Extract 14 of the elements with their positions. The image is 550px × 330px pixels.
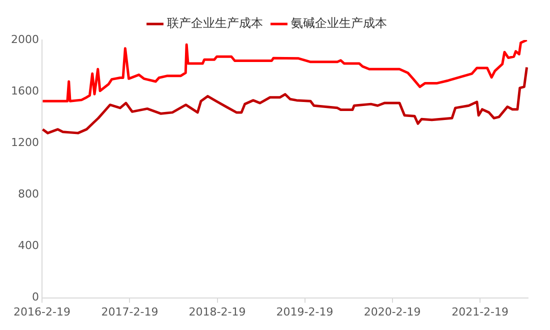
- x-tick-label: 2018-2-19: [188, 305, 246, 318]
- y-tick-label: 2000: [10, 32, 39, 46]
- y-tick-label: 1200: [10, 136, 39, 149]
- legend-label: 联产企业生产成本: [167, 16, 263, 30]
- legend-label: 氨碱企业生产成本: [291, 16, 387, 30]
- x-tick-label: 2016-2-19: [14, 305, 70, 318]
- y-tick-label: 400: [18, 239, 39, 252]
- x-tick-label: 2017-2-19: [101, 305, 158, 318]
- x-tick-label: 2021-2-19: [452, 305, 509, 318]
- x-tick-label: 2019-2-19: [276, 305, 334, 318]
- y-tick-label: 0: [32, 290, 39, 304]
- y-tick-label: 1600: [10, 84, 39, 98]
- x-tick-label: 2020-2-19: [364, 305, 421, 318]
- y-tick-label: 800: [18, 188, 39, 201]
